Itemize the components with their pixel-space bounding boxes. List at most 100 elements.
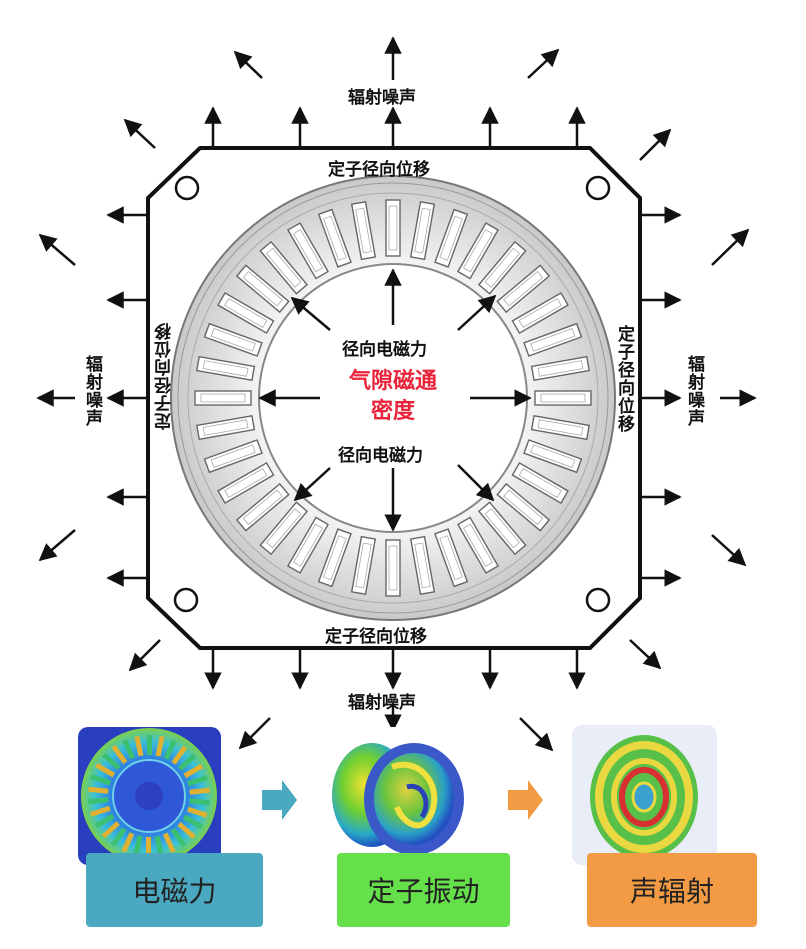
motor-tooth [88,786,109,794]
stator-displacement-label-top: 定子径向位移 [328,160,430,180]
stator-displacement-label-left: 定子径向位移 [155,322,175,430]
stator-slot [259,240,309,295]
process-arrow-2 [508,780,543,820]
stator-vibration-thumbnail [322,727,472,865]
stator-slot [496,264,551,314]
stator-displacement-label-bottom: 定子径向位移 [325,627,427,647]
radiation-noise-label-bottom: 辐射噪声 [348,693,416,713]
bolt-hole-br [585,587,611,613]
stator-slot [385,539,401,597]
force-arrow-diag [290,296,331,331]
radiation-arrow-diag [233,50,263,79]
motor-tooth [147,735,152,755]
stator-slot [350,200,377,261]
motor-tooth [187,806,208,818]
motor-tooth [111,744,128,765]
radiation-arrow-diag [711,534,747,567]
motor-tooth [110,827,127,847]
sound-radiation-thumbnail [572,725,717,865]
radiation-arrow-diag [527,48,560,79]
force-arrow-diag [457,464,495,502]
motor-tooth [162,832,176,853]
radiation-noise-label-top: 辐射噪声 [348,88,416,108]
stator-slot [456,516,500,574]
stator-slot [511,461,569,505]
radiation-arrow-diag [238,717,271,750]
stator-slot [409,535,436,596]
air-gap-flux-line1: 气隙磁通 [348,369,437,394]
step-sound-radiation-box: 声辐射 [587,853,757,927]
radiation-arrow-diag [711,228,750,266]
stator-slot [523,439,583,474]
motor-tooth [90,805,111,817]
stator-slot [286,516,330,574]
stator-slot [317,208,352,268]
bolt-hole-bl [173,587,199,613]
stator-slot [350,535,377,596]
radiation-arrow-diag [629,639,662,670]
stator-slot [286,222,330,280]
stator-slot [496,482,551,532]
stator-slot [259,501,309,556]
motor-tooth [155,735,165,757]
force-arrow-diag [293,467,331,502]
motor-tooth [171,745,188,765]
motor-tooth [88,797,109,805]
motor-tooth [94,813,115,829]
stator-slot [317,528,352,588]
radiation-arrow-diag [639,128,672,161]
motor-tooth [102,752,121,771]
motor-tooth [95,762,115,778]
motor-tooth [154,835,164,857]
stator-slot [530,414,591,441]
stator-slot [235,482,290,532]
stator-slot [195,414,256,441]
radiation-arrow-diag [38,529,76,562]
motor-tooth [121,832,135,853]
step-stator-vibration-box: 定子振动 [337,853,510,927]
stator-slot [409,200,436,261]
air-gap-flux-label: 气隙磁通 密度 [338,367,448,427]
motor-tooth [187,775,208,787]
radiation-noise-label-left: 辐射噪声 [82,355,102,427]
motor-tooth [146,837,151,857]
bolt-hole-tr [585,175,611,201]
stator-slot [203,439,263,474]
stator-slot [534,390,592,406]
radiation-arrow-diag [38,233,76,266]
motor-tooth [183,814,203,830]
bolt-hole-tl [174,175,200,201]
motor-tooth [189,798,210,806]
stator-slot [434,208,469,268]
radial-force-label-bottom: 径向电磁力 [338,446,423,466]
process-arrow-1 [262,780,297,820]
stator-slot [523,322,583,357]
stator-slot [217,461,275,505]
stator-slot [477,501,527,556]
stator-slot [456,222,500,280]
radial-force-label-top: 径向电磁力 [342,340,427,360]
motor-tooth [101,821,120,839]
step-em-force-box: 电磁力 [86,853,263,927]
force-arrow-diag [457,294,497,331]
radiation-arrow-diag [128,639,161,672]
stator-slot [385,199,401,257]
air-gap-flux-line2: 密度 [370,399,415,424]
stator-slot [235,264,290,314]
stator-slot [195,355,256,382]
motor-tooth [134,735,144,757]
motor-tooth [122,739,136,760]
stator-slot [511,291,569,335]
stator-slot [477,240,527,295]
motor-tooth [189,787,210,795]
stator-slot [203,322,263,357]
motor-tooth [178,753,197,771]
radiation-arrow-diag [519,717,554,752]
motor-tooth [183,763,204,779]
motor-tooth [177,821,196,840]
stator-core [170,175,616,621]
motor-tooth [170,827,187,848]
radiation-noise-label-right: 辐射噪声 [684,355,704,427]
